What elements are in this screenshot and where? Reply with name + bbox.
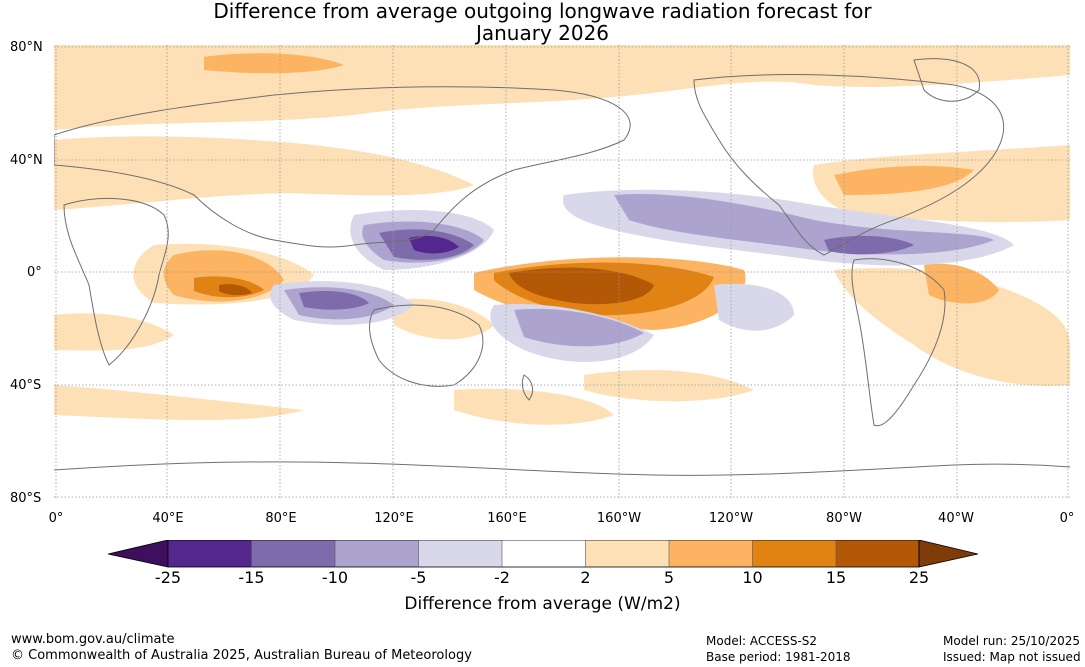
positive-anomaly-15-25 [219, 267, 654, 305]
lon-label-160w: 160°W [596, 511, 642, 526]
colorbar-tick: 2 [580, 568, 591, 587]
lon-label-0-east: 0° [1059, 511, 1075, 526]
lon-label-40e: 40°E [152, 511, 184, 526]
north-america-coast [693, 74, 1004, 256]
eurasia-coast [54, 86, 631, 248]
lon-label-40w: 40°W [938, 511, 974, 526]
lon-label-80e: 80°E [265, 511, 297, 526]
colorbar-tick: 15 [825, 568, 847, 587]
negative-anomaly-15-25 [409, 235, 459, 254]
footer-base-period: Base period: 1981-2018 [706, 650, 851, 664]
colorbar-bin-10-15 [752, 540, 836, 567]
footer-model-run: Model run: 25/10/2025 [943, 634, 1081, 648]
coastlines [54, 58, 1070, 476]
lon-label-160e: 160°E [487, 511, 527, 526]
colorbar-max-extend [918, 540, 978, 568]
colorbar-bin-2-5 [585, 540, 669, 567]
footer-url[interactable]: www.bom.gov.au/climate [11, 632, 175, 647]
map-canvas [54, 45, 1070, 499]
colorbar [108, 540, 978, 568]
lat-label-0: 0° [27, 265, 42, 280]
colorbar-bin-15-25 [836, 540, 919, 567]
footer-model: Model: ACCESS-S2 [706, 634, 818, 648]
colorbar-tick: 10 [742, 568, 763, 587]
africa-coast [63, 198, 169, 366]
colorbar-bin-neg25-neg15 [168, 540, 252, 567]
colorbar-label: Difference from average (W/m2) [404, 594, 681, 614]
colorbar-tick: 5 [663, 568, 675, 587]
lon-label-120w: 120°W [708, 511, 754, 526]
lat-label-80n: 80°N [10, 40, 43, 55]
footer-copyright: © Commonwealth of Australia 2025, Austra… [11, 648, 472, 663]
lat-label-40n: 40°N [10, 153, 43, 168]
olr-anomaly-map [54, 45, 1070, 499]
south-america-coast [851, 258, 946, 427]
colorbar-frame [167, 540, 920, 568]
colorbar-bin-neg15-neg10 [251, 540, 335, 567]
map-title-line-1: Difference from average outgoing longwav… [213, 0, 872, 23]
colorbar-tick: 25 [908, 568, 930, 587]
antarctica-coast [54, 461, 1070, 476]
colorbar-tick: -5 [410, 568, 427, 587]
colorbar-tick: -25 [154, 568, 182, 587]
colorbar-tick: -15 [238, 568, 265, 587]
lon-label-80w: 80°W [826, 511, 862, 526]
colorbar-bin-5-10 [669, 540, 753, 567]
footer-issued: Issued: Map not issued [943, 650, 1081, 664]
colorbar-bin-neg2-2 [502, 540, 586, 567]
colorbar-bin-neg5-neg2 [418, 540, 502, 567]
colorbar-bin-neg10-neg5 [335, 540, 419, 567]
greenland-coast [913, 58, 980, 102]
lat-label-40s: 40°S [10, 378, 42, 393]
map-title-line-2: January 2026 [475, 21, 610, 45]
colorbar-tick: -2 [494, 568, 510, 587]
lat-label-80s: 80°S [10, 491, 42, 506]
lon-label-0-west: 0° [48, 511, 64, 526]
graticule [54, 45, 1070, 499]
lon-label-120e: 120°E [374, 511, 414, 526]
colorbar-min-extend [108, 540, 169, 568]
colorbar-tick: -10 [321, 568, 349, 587]
new-zealand-coast [521, 374, 534, 401]
